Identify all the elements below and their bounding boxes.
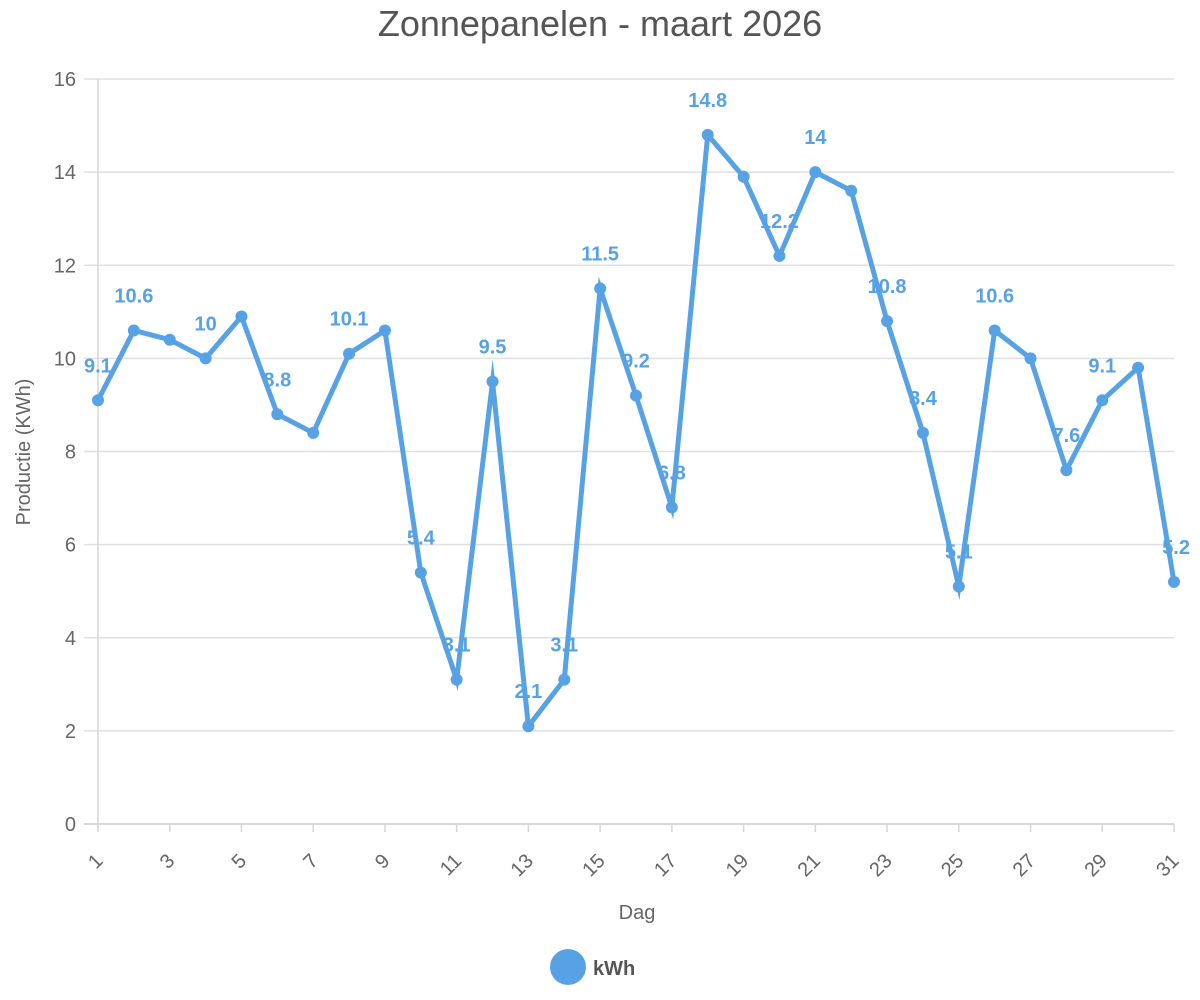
legend[interactable]: kWh bbox=[550, 949, 635, 985]
x-tick-label: 1 bbox=[84, 850, 107, 873]
data-point[interactable] bbox=[737, 170, 750, 183]
data-point[interactable] bbox=[701, 128, 714, 141]
data-point[interactable] bbox=[343, 347, 356, 360]
x-tick-label: 21 bbox=[794, 850, 825, 881]
data-point[interactable] bbox=[1096, 394, 1109, 407]
data-point[interactable] bbox=[127, 324, 140, 337]
data-label: 10.8 bbox=[868, 276, 907, 298]
x-tick-label: 19 bbox=[722, 850, 753, 881]
data-point[interactable] bbox=[163, 333, 176, 346]
data-point[interactable] bbox=[1060, 464, 1073, 477]
x-tick-label: 29 bbox=[1081, 850, 1112, 881]
x-tick-label: 27 bbox=[1009, 850, 1040, 881]
data-label: 3.1 bbox=[550, 635, 578, 657]
gridlines bbox=[84, 78, 1174, 825]
data-label: 5.1 bbox=[945, 542, 973, 564]
data-label: 7.6 bbox=[1052, 425, 1080, 447]
data-point[interactable] bbox=[522, 720, 535, 733]
data-point[interactable] bbox=[1168, 575, 1180, 588]
x-tick-label: 9 bbox=[371, 850, 394, 873]
data-point[interactable] bbox=[916, 426, 929, 439]
x-tick-label: 11 bbox=[436, 850, 466, 880]
data-label: 3.1 bbox=[443, 635, 471, 657]
y-tick-label: 12 bbox=[54, 255, 76, 277]
data-label: 11.5 bbox=[581, 244, 619, 266]
data-label: 14 bbox=[804, 127, 827, 149]
data-point[interactable] bbox=[881, 315, 894, 328]
data-point[interactable] bbox=[486, 375, 499, 388]
series-kwh bbox=[92, 128, 1180, 733]
legend-label-kwh[interactable]: kWh bbox=[593, 958, 635, 980]
data-point[interactable] bbox=[378, 324, 391, 337]
y-tick-label: 8 bbox=[65, 442, 76, 464]
data-point[interactable] bbox=[630, 389, 642, 402]
chart-title: Zonnepanelen - maart 2026 bbox=[378, 3, 822, 44]
data-label: 10.6 bbox=[114, 285, 153, 307]
data-point[interactable] bbox=[1132, 361, 1145, 374]
y-tick-label: 4 bbox=[65, 628, 76, 650]
data-point[interactable] bbox=[271, 408, 284, 421]
data-point[interactable] bbox=[307, 426, 320, 439]
data-label: 5.4 bbox=[407, 528, 436, 550]
x-tick-label: 23 bbox=[865, 850, 896, 881]
data-point[interactable] bbox=[809, 166, 822, 179]
y-tick-label: 14 bbox=[54, 162, 76, 184]
x-tick-label: 31 bbox=[1152, 850, 1183, 881]
data-label: 5.2 bbox=[1162, 537, 1190, 559]
data-point[interactable] bbox=[558, 673, 571, 686]
data-point[interactable] bbox=[845, 184, 858, 197]
data-labels: 9.1 10.6 10 8.8 10.1 5.4 3.1 9.5 2.1 3.1 11.5 9.2 6.… bbox=[84, 90, 1190, 703]
data-point[interactable] bbox=[199, 352, 212, 365]
y-tick-label: 16 bbox=[54, 69, 76, 91]
data-label: 10 bbox=[194, 313, 216, 335]
y-tick-label: 10 bbox=[54, 348, 76, 370]
x-axis-ticks: 1 3 5 7 9 11 13 15 17 19 21 23 25 27 29 31 bbox=[84, 824, 1184, 881]
data-label: 8.8 bbox=[263, 369, 291, 391]
y-tick-label: 2 bbox=[65, 721, 76, 743]
data-point[interactable] bbox=[235, 310, 248, 323]
data-label: 9.1 bbox=[84, 355, 112, 377]
x-tick-label: 13 bbox=[507, 850, 538, 881]
data-label: 10.6 bbox=[975, 285, 1014, 307]
data-label: 9.2 bbox=[622, 351, 650, 373]
data-point[interactable] bbox=[1024, 352, 1037, 365]
y-tick-label: 6 bbox=[65, 535, 76, 557]
x-tick-label: 5 bbox=[228, 850, 251, 873]
data-label: 12.2 bbox=[760, 211, 799, 233]
x-axis-title: Dag bbox=[619, 902, 656, 924]
legend-marker[interactable] bbox=[550, 949, 586, 985]
data-point[interactable] bbox=[952, 580, 965, 593]
data-label: 14.8 bbox=[688, 90, 727, 112]
y-tick-label: 0 bbox=[65, 814, 76, 836]
data-point[interactable] bbox=[988, 324, 1001, 337]
data-label: 6.8 bbox=[658, 462, 686, 484]
data-point[interactable] bbox=[665, 501, 678, 514]
data-point[interactable] bbox=[773, 249, 786, 262]
data-label: 9.1 bbox=[1088, 355, 1116, 377]
data-point[interactable] bbox=[414, 566, 427, 579]
x-tick-label: 25 bbox=[937, 850, 968, 881]
data-label: 8.4 bbox=[909, 388, 938, 410]
data-label: 2.1 bbox=[514, 681, 542, 703]
data-label: 9.5 bbox=[479, 337, 507, 359]
x-tick-label: 15 bbox=[578, 850, 609, 881]
x-tick-label: 17 bbox=[650, 850, 681, 881]
data-label: 10.1 bbox=[330, 309, 369, 331]
data-point[interactable] bbox=[594, 282, 607, 295]
data-point[interactable] bbox=[450, 673, 463, 686]
data-point[interactable] bbox=[92, 394, 104, 407]
y-axis-title: Productie (KWh) bbox=[13, 379, 35, 526]
y-axis-ticks: 0 2 4 6 8 10 12 14 16 bbox=[54, 69, 76, 836]
x-tick-label: 3 bbox=[156, 850, 179, 873]
x-tick-label: 7 bbox=[299, 850, 322, 873]
